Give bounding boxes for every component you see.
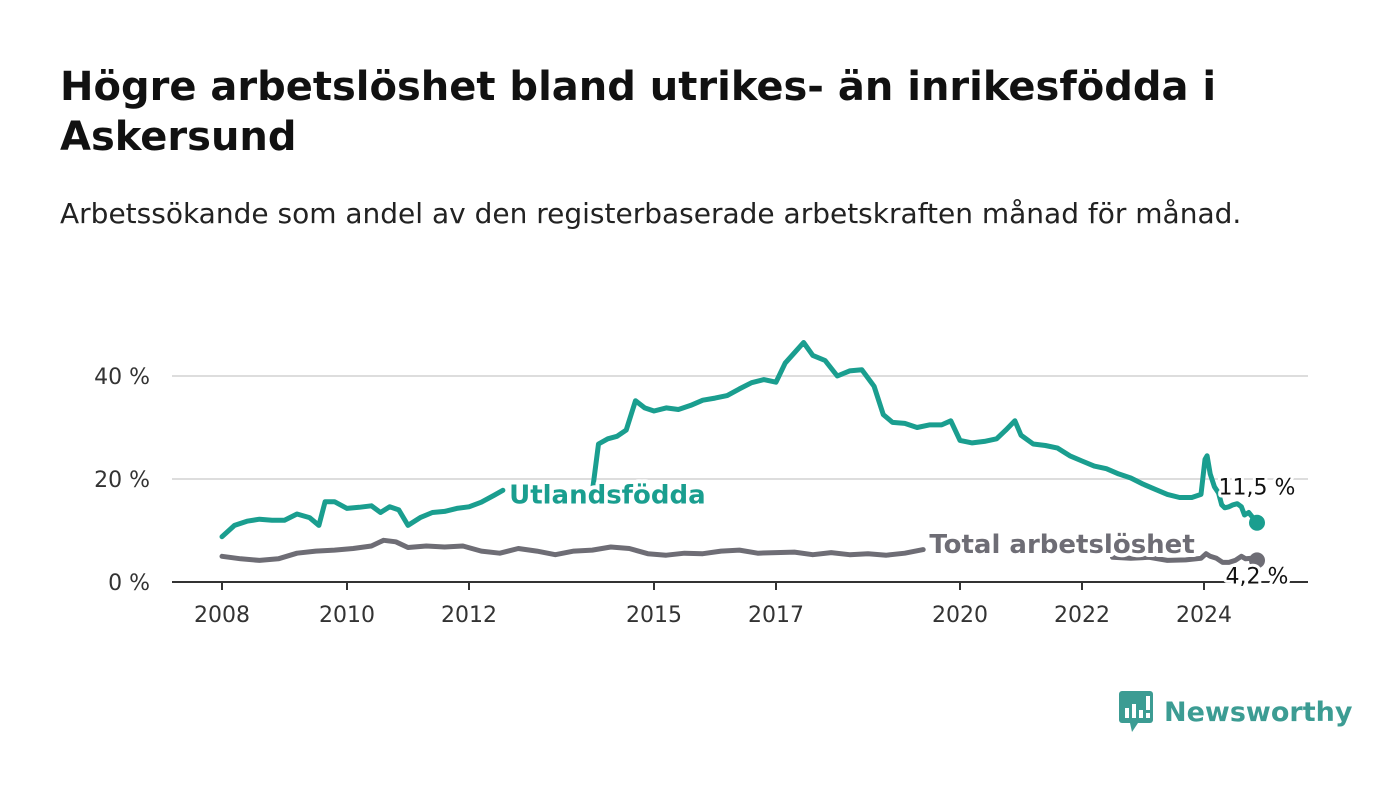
end-value-label: 4,2 % <box>1226 565 1289 590</box>
x-tick-label: 2010 <box>319 603 375 628</box>
series-label: Total arbetslöshet <box>929 530 1194 560</box>
brand-name: Newsworthy <box>1164 696 1353 728</box>
chart-subtitle: Arbetssökande som andel av den registerb… <box>60 197 1242 230</box>
x-tick-label: 2020 <box>932 603 988 628</box>
end-point-total <box>1249 552 1265 569</box>
series-line-utlandsfodda <box>589 340 1260 526</box>
chart-title: Högre arbetslöshet bland utrikes- än inr… <box>60 64 1217 160</box>
newsworthy-logo-icon <box>1119 691 1153 732</box>
brand-logo: Newsworthy <box>1118 690 1352 734</box>
series-line-utlandsfodda <box>537 489 568 497</box>
x-tick-label: 2024 <box>1176 603 1232 628</box>
y-tick-label: 20 % <box>94 468 150 493</box>
end-value-label: 11,5 % <box>1219 475 1296 500</box>
end-point-utlandsfodda <box>1249 514 1265 531</box>
x-tick-label: 2017 <box>748 603 804 628</box>
y-tick-label: 40 % <box>94 365 150 390</box>
series-label: Utlandsfödda <box>509 481 706 511</box>
x-tick-label: 2012 <box>441 603 497 628</box>
x-tick-label: 2008 <box>194 603 250 628</box>
series-line-total <box>219 537 926 563</box>
series-line-utlandsfodda <box>219 487 506 540</box>
x-tick-label: 2022 <box>1054 603 1110 628</box>
y-tick-label: 0 % <box>108 571 150 596</box>
series-line-total <box>1110 551 1260 565</box>
x-tick-label: 2015 <box>626 603 682 628</box>
